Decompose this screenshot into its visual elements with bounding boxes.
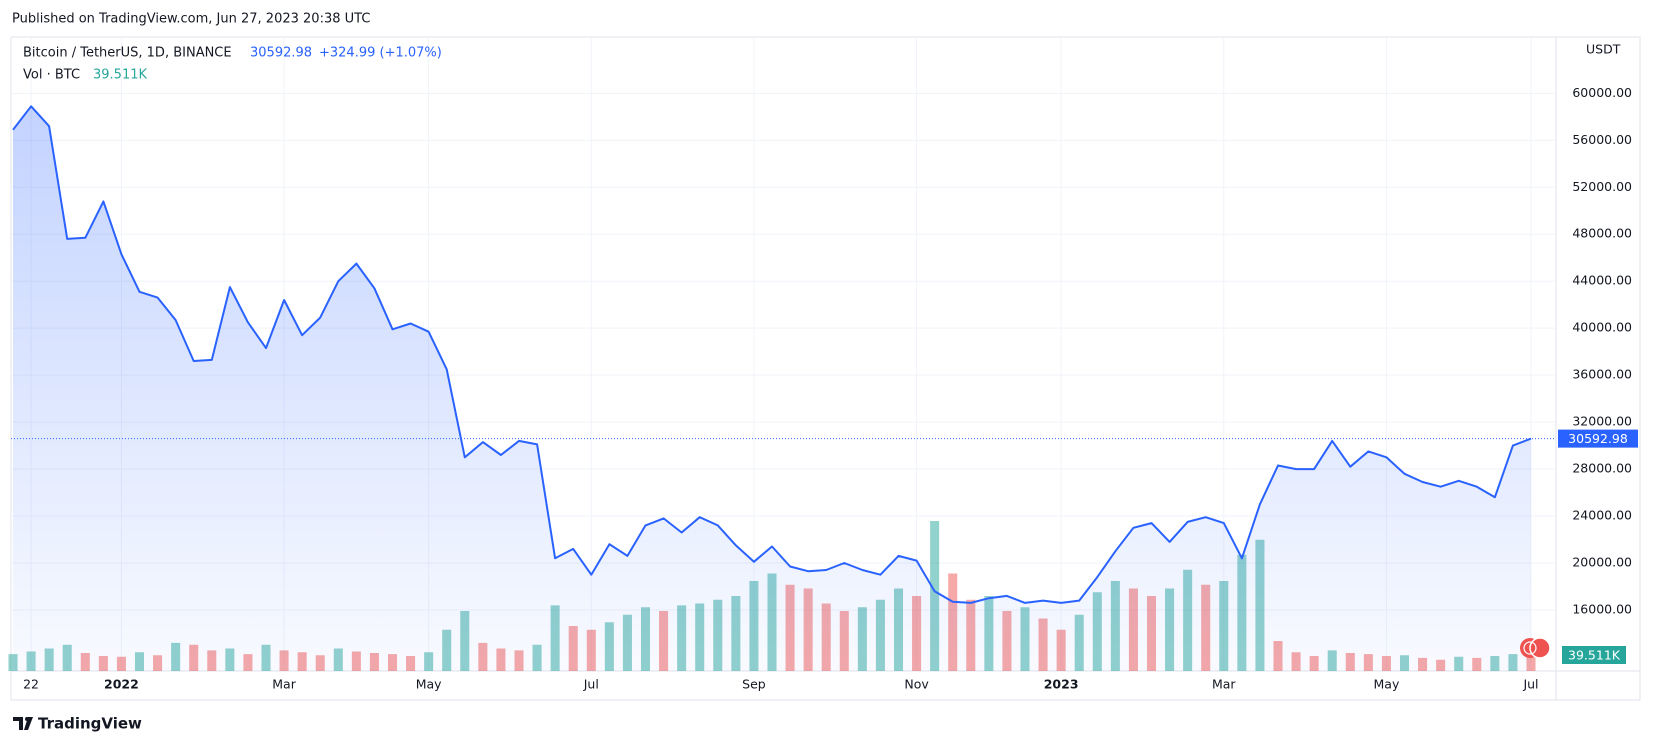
last-price-tag <box>1558 429 1638 448</box>
price-pane <box>11 105 1556 672</box>
x-tick-label: Nov <box>904 677 929 692</box>
legend-change: +324.99 (+1.07%) <box>319 46 442 61</box>
x-tick-label: 22 <box>23 677 39 692</box>
y-tick-label: 16000.00 <box>1572 601 1632 616</box>
x-tick-label: May <box>1374 677 1400 692</box>
y-tick-label: 24000.00 <box>1572 508 1632 523</box>
x-tick-label: Jul <box>1522 677 1538 692</box>
price-line <box>12 105 1532 604</box>
legend-volume-value: 39.511K <box>93 68 147 83</box>
x-tick-label: May <box>416 677 442 692</box>
axes: 16000.00 20000.00 24000.00 28000.00 32000.00… <box>23 85 1638 692</box>
y-tick-label: 40000.00 <box>1572 320 1632 335</box>
flag-icon <box>1520 637 1551 659</box>
y-tick-label: 28000.00 <box>1572 461 1632 476</box>
price-axis-unit: USDT <box>1586 42 1621 57</box>
y-tick-label: 36000.00 <box>1572 367 1632 382</box>
brand-name: TradingView <box>38 715 142 733</box>
brand-logo <box>13 717 33 730</box>
chart-frame <box>10 36 1641 701</box>
x-tick-label: Jul <box>583 677 599 692</box>
volume-tag <box>1562 646 1626 664</box>
y-tick-label: 48000.00 <box>1572 226 1632 241</box>
legend-last-price: 30592.98 <box>250 46 312 61</box>
legend-volume: Vol · BTC <box>23 68 80 83</box>
y-tick-label: 52000.00 <box>1572 179 1632 194</box>
x-tick-label: 2022 <box>104 677 139 692</box>
published-note: Published on TradingView.com, Jun 27, 20… <box>12 12 370 27</box>
y-tick-label: 44000.00 <box>1572 273 1632 288</box>
y-tick-label: 56000.00 <box>1572 132 1632 147</box>
x-tick-label: 2023 <box>1044 677 1079 692</box>
legend-symbol: Bitcoin / TetherUS, 1D, BINANCE <box>23 46 232 61</box>
x-tick-label: Sep <box>742 677 766 692</box>
volume-tag-label: 39.511K <box>1568 648 1621 663</box>
x-tick-label: Mar <box>272 677 296 692</box>
last-price-tag-label: 30592.98 <box>1568 431 1628 446</box>
x-tick-label: Mar <box>1212 677 1236 692</box>
y-tick-label: 20000.00 <box>1572 554 1632 569</box>
y-tick-label: 60000.00 <box>1572 85 1632 100</box>
price-area <box>13 106 1531 672</box>
y-tick-label: 32000.00 <box>1572 414 1632 429</box>
